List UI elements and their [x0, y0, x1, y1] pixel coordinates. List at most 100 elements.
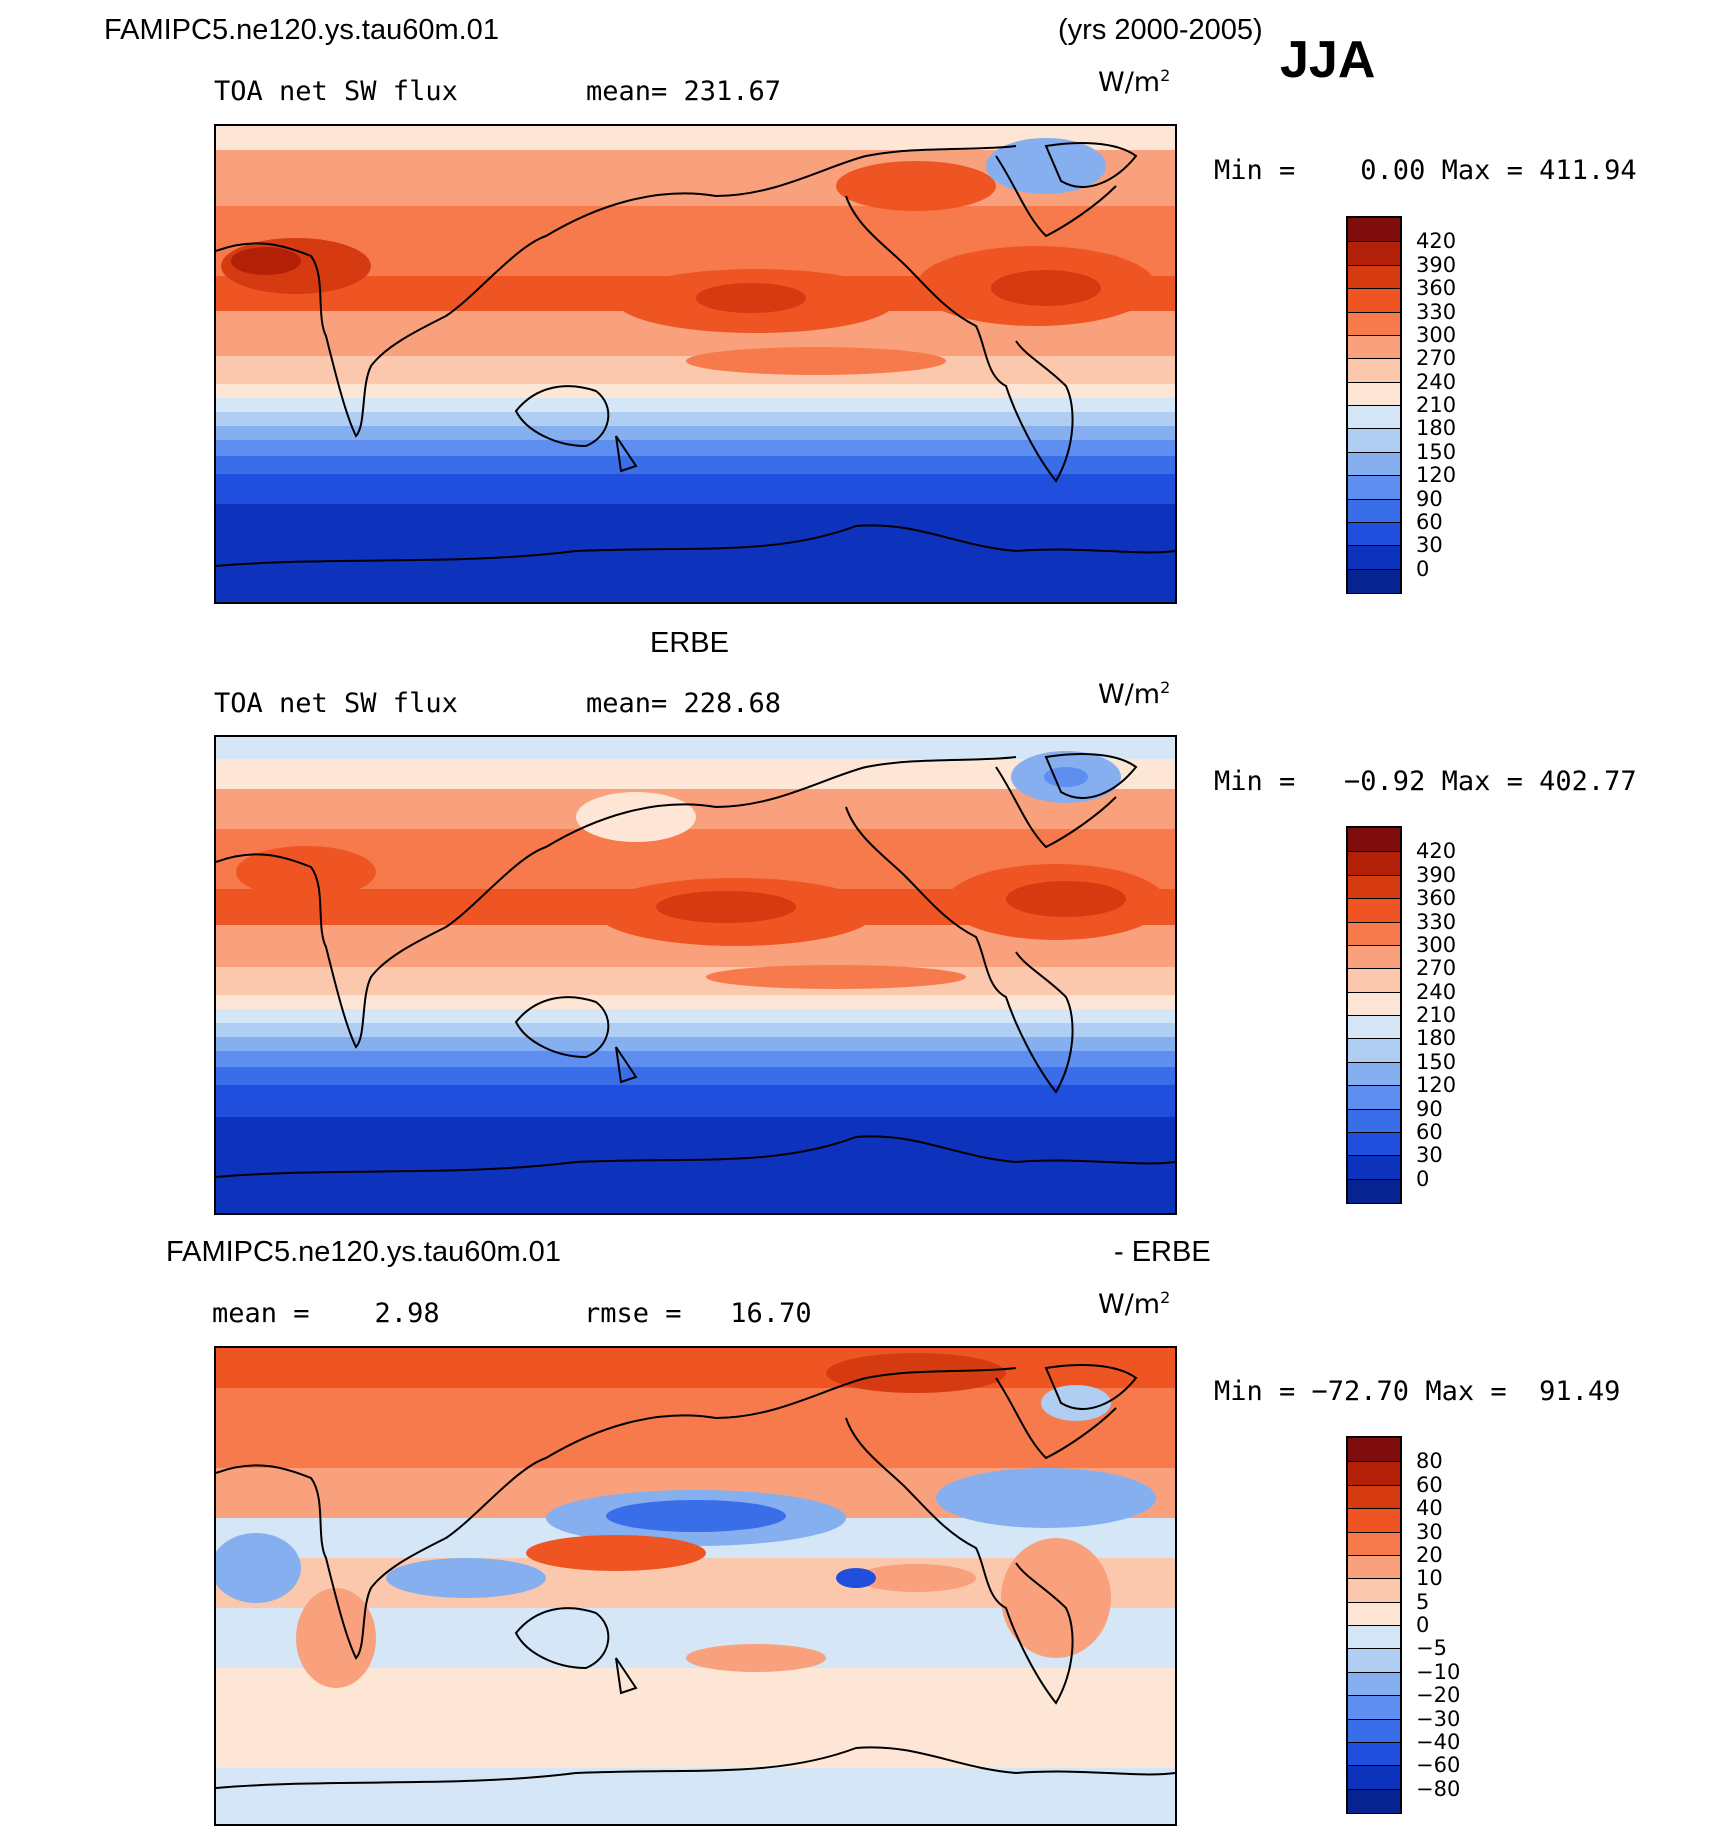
colorbar-swatch	[1348, 1601, 1400, 1626]
colorbar-swatch	[1348, 1061, 1400, 1087]
colorbar-swatch	[1348, 1484, 1400, 1510]
panel2-variable: TOA net SW flux	[214, 688, 458, 719]
colorbar-tick-label: 0	[1416, 1166, 1430, 1191]
panel3-units: W/m2	[1098, 1288, 1171, 1320]
colorbar-swatch	[1348, 874, 1400, 900]
panel1-mean: mean= 231.67	[586, 76, 782, 107]
colorbar-tick-label: 180	[1416, 416, 1457, 441]
colorbar-swatch	[1348, 1578, 1400, 1603]
colorbar-tick-label: 60	[1416, 1472, 1443, 1497]
colorbar-swatch	[1348, 1695, 1400, 1720]
colorbar-tick-label: 210	[1416, 1003, 1457, 1027]
season-label: JJA	[1280, 31, 1376, 89]
colorbar-tick-label: 0	[1416, 1613, 1430, 1637]
colorbar-tick-label: −30	[1416, 1706, 1461, 1731]
colorbar-tick-label: 420	[1416, 839, 1457, 864]
colorbar-tick-label: 60	[1416, 1119, 1443, 1144]
panel2-mean: mean= 228.68	[586, 688, 782, 719]
colorbar-tick-label: 40	[1416, 1496, 1443, 1521]
case-title: FAMIPC5.ne120.ys.tau60m.01	[104, 14, 499, 46]
colorbar-swatch	[1348, 1015, 1400, 1040]
colorbar-tick-label: 210	[1416, 393, 1457, 417]
colorbar-tick-label: −20	[1416, 1683, 1461, 1708]
colorbar-swatch	[1348, 1108, 1400, 1133]
colorbar-swatch	[1348, 521, 1400, 547]
panel2-units: W/m2	[1098, 678, 1171, 710]
colorbar-tick-label: 90	[1416, 486, 1443, 511]
colorbar-tick-label: 300	[1416, 322, 1457, 347]
colorbar-tick-label: 150	[1416, 439, 1457, 464]
colorbar-tick-label: 390	[1416, 252, 1457, 277]
colorbar-tick-label: 5	[1416, 1589, 1430, 1614]
colorbar-tick-label: 270	[1416, 346, 1457, 371]
colorbar-swatch	[1348, 1648, 1400, 1673]
colorbar-swatch	[1348, 241, 1400, 266]
panel2-map	[214, 735, 1177, 1215]
colorbar-swatch	[1348, 1625, 1400, 1650]
colorbar-swatch	[1348, 968, 1400, 993]
colorbar-tick-label: 60	[1416, 509, 1443, 534]
panel3-heading-right: - ERBE	[1114, 1236, 1211, 1268]
colorbar-tick-label: 120	[1416, 463, 1457, 488]
colorbar-tick-label: 90	[1416, 1096, 1443, 1121]
colorbar-tick-label: 30	[1416, 533, 1443, 558]
colorbar-tick-label: 240	[1416, 979, 1457, 1004]
panel3-map	[214, 1346, 1177, 1826]
colorbar-swatch	[1348, 851, 1400, 876]
colorbar-tick-label: 360	[1416, 276, 1457, 301]
panel1-colorbar	[1346, 216, 1402, 594]
colorbar-swatch	[1348, 498, 1400, 523]
colorbar-swatch	[1348, 898, 1400, 923]
colorbar-swatch	[1348, 1788, 1400, 1813]
years-label: (yrs 2000-2005)	[1058, 14, 1263, 46]
colorbar-swatch	[1348, 405, 1400, 430]
panel3-contour-field	[216, 1348, 1175, 1824]
colorbar-swatch	[1348, 451, 1400, 477]
colorbar-tick-label: 300	[1416, 932, 1457, 957]
colorbar-swatch	[1348, 1438, 1400, 1463]
colorbar-tick-label: −5	[1416, 1636, 1447, 1661]
colorbar-tick-label: 150	[1416, 1049, 1457, 1074]
panel3-colorbar	[1346, 1436, 1402, 1814]
colorbar-swatch	[1348, 218, 1400, 243]
colorbar-tick-label: 120	[1416, 1073, 1457, 1098]
colorbar-tick-label: 330	[1416, 299, 1457, 324]
colorbar-swatch	[1348, 264, 1400, 290]
colorbar-tick-label: 270	[1416, 956, 1457, 981]
colorbar-swatch	[1348, 1085, 1400, 1110]
colorbar-swatch	[1348, 1038, 1400, 1063]
colorbar-swatch	[1348, 568, 1400, 593]
colorbar-swatch	[1348, 288, 1400, 313]
colorbar-swatch	[1348, 1178, 1400, 1203]
colorbar-swatch	[1348, 1155, 1400, 1180]
panel2-heading: ERBE	[650, 627, 729, 659]
colorbar-tick-label: 180	[1416, 1026, 1457, 1051]
colorbar-swatch	[1348, 944, 1400, 970]
panel1-minmax: Min = 0.00 Max = 411.94	[1214, 155, 1637, 186]
colorbar-tick-label: 420	[1416, 229, 1457, 254]
colorbar-tick-label: 30	[1416, 1519, 1443, 1544]
colorbar-swatch	[1348, 311, 1400, 336]
colorbar-swatch	[1348, 991, 1400, 1016]
colorbar-swatch	[1348, 334, 1400, 360]
colorbar-tick-label: 30	[1416, 1143, 1443, 1168]
colorbar-swatch	[1348, 1765, 1400, 1790]
panel1-units: W/m2	[1098, 66, 1171, 98]
panel1-variable: TOA net SW flux	[214, 76, 458, 107]
colorbar-tick-label: −10	[1416, 1659, 1461, 1684]
colorbar-swatch	[1348, 1461, 1400, 1486]
colorbar-tick-label: 10	[1416, 1566, 1443, 1591]
colorbar-tick-label: 330	[1416, 909, 1457, 934]
colorbar-swatch	[1348, 381, 1400, 406]
panel3-minmax: Min = −72.70 Max = 91.49	[1214, 1376, 1621, 1407]
panel3-mean: mean = 2.98	[212, 1298, 440, 1329]
panel2-colorbar	[1346, 826, 1402, 1204]
panel1-contour-field	[216, 126, 1175, 602]
colorbar-swatch	[1348, 428, 1400, 453]
colorbar-swatch	[1348, 1671, 1400, 1697]
colorbar-swatch	[1348, 1741, 1400, 1767]
colorbar-tick-label: 390	[1416, 862, 1457, 887]
panel3-rmse: rmse = 16.70	[584, 1298, 812, 1329]
colorbar-swatch	[1348, 921, 1400, 946]
colorbar-swatch	[1348, 828, 1400, 853]
